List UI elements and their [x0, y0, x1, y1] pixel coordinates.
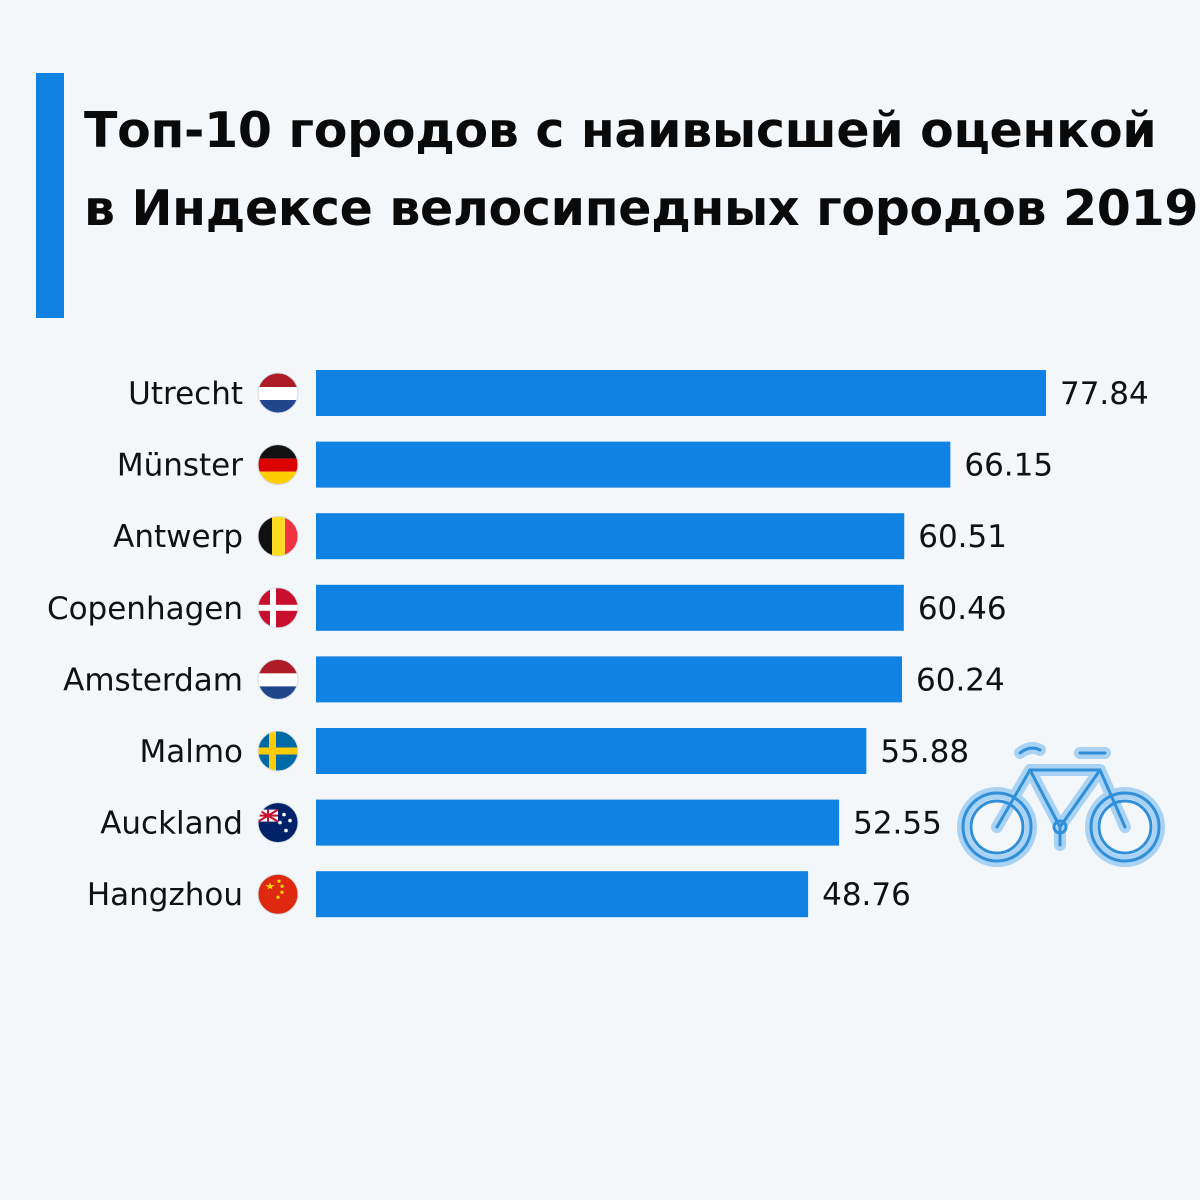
- bar: [316, 441, 951, 488]
- flag-new-zealand-icon: [257, 802, 299, 844]
- flag-germany-icon: [257, 444, 299, 486]
- category-label: Copenhagen: [47, 591, 243, 627]
- flag-china-icon: [257, 873, 299, 915]
- category-label: Amsterdam: [63, 662, 243, 698]
- category-label: Hangzhou: [87, 877, 243, 913]
- bar: [316, 799, 840, 846]
- bar: [316, 513, 905, 560]
- value-label: 48.76: [822, 877, 911, 913]
- category-label: Auckland: [100, 806, 243, 842]
- value-label: 60.24: [916, 662, 1005, 698]
- value-label: 77.84: [1060, 376, 1149, 412]
- flag-netherlands-icon: [257, 658, 299, 700]
- flag-denmark-icon: [257, 587, 299, 629]
- chart-title: Топ-10 городов с наивысшей оценкой в Инд…: [84, 92, 1198, 248]
- bar: [316, 584, 904, 631]
- category-label: Utrecht: [128, 376, 243, 412]
- value-label: 52.55: [853, 806, 942, 842]
- bar: [316, 656, 903, 703]
- title-line-1: Топ-10 городов с наивысшей оценкой: [84, 102, 1157, 159]
- value-label: 66.15: [964, 448, 1053, 484]
- value-label: 55.88: [880, 734, 969, 770]
- title-line-2: в Индексе велосипедных городов 2019: [84, 180, 1199, 237]
- value-label: 60.46: [918, 591, 1007, 627]
- flag-sweden-icon: [257, 730, 299, 772]
- bicycle-icon: [957, 742, 1165, 867]
- value-label: 60.51: [918, 519, 1007, 555]
- category-label: Antwerp: [113, 519, 243, 555]
- category-label: Malmo: [139, 734, 243, 770]
- flag-netherlands-icon: [257, 372, 299, 414]
- flag-belgium-icon: [257, 515, 299, 557]
- category-label: Münster: [117, 448, 243, 484]
- bar: [316, 728, 867, 774]
- bar: [316, 370, 1046, 416]
- bar: [316, 871, 809, 918]
- title-accent-bar: [36, 73, 64, 318]
